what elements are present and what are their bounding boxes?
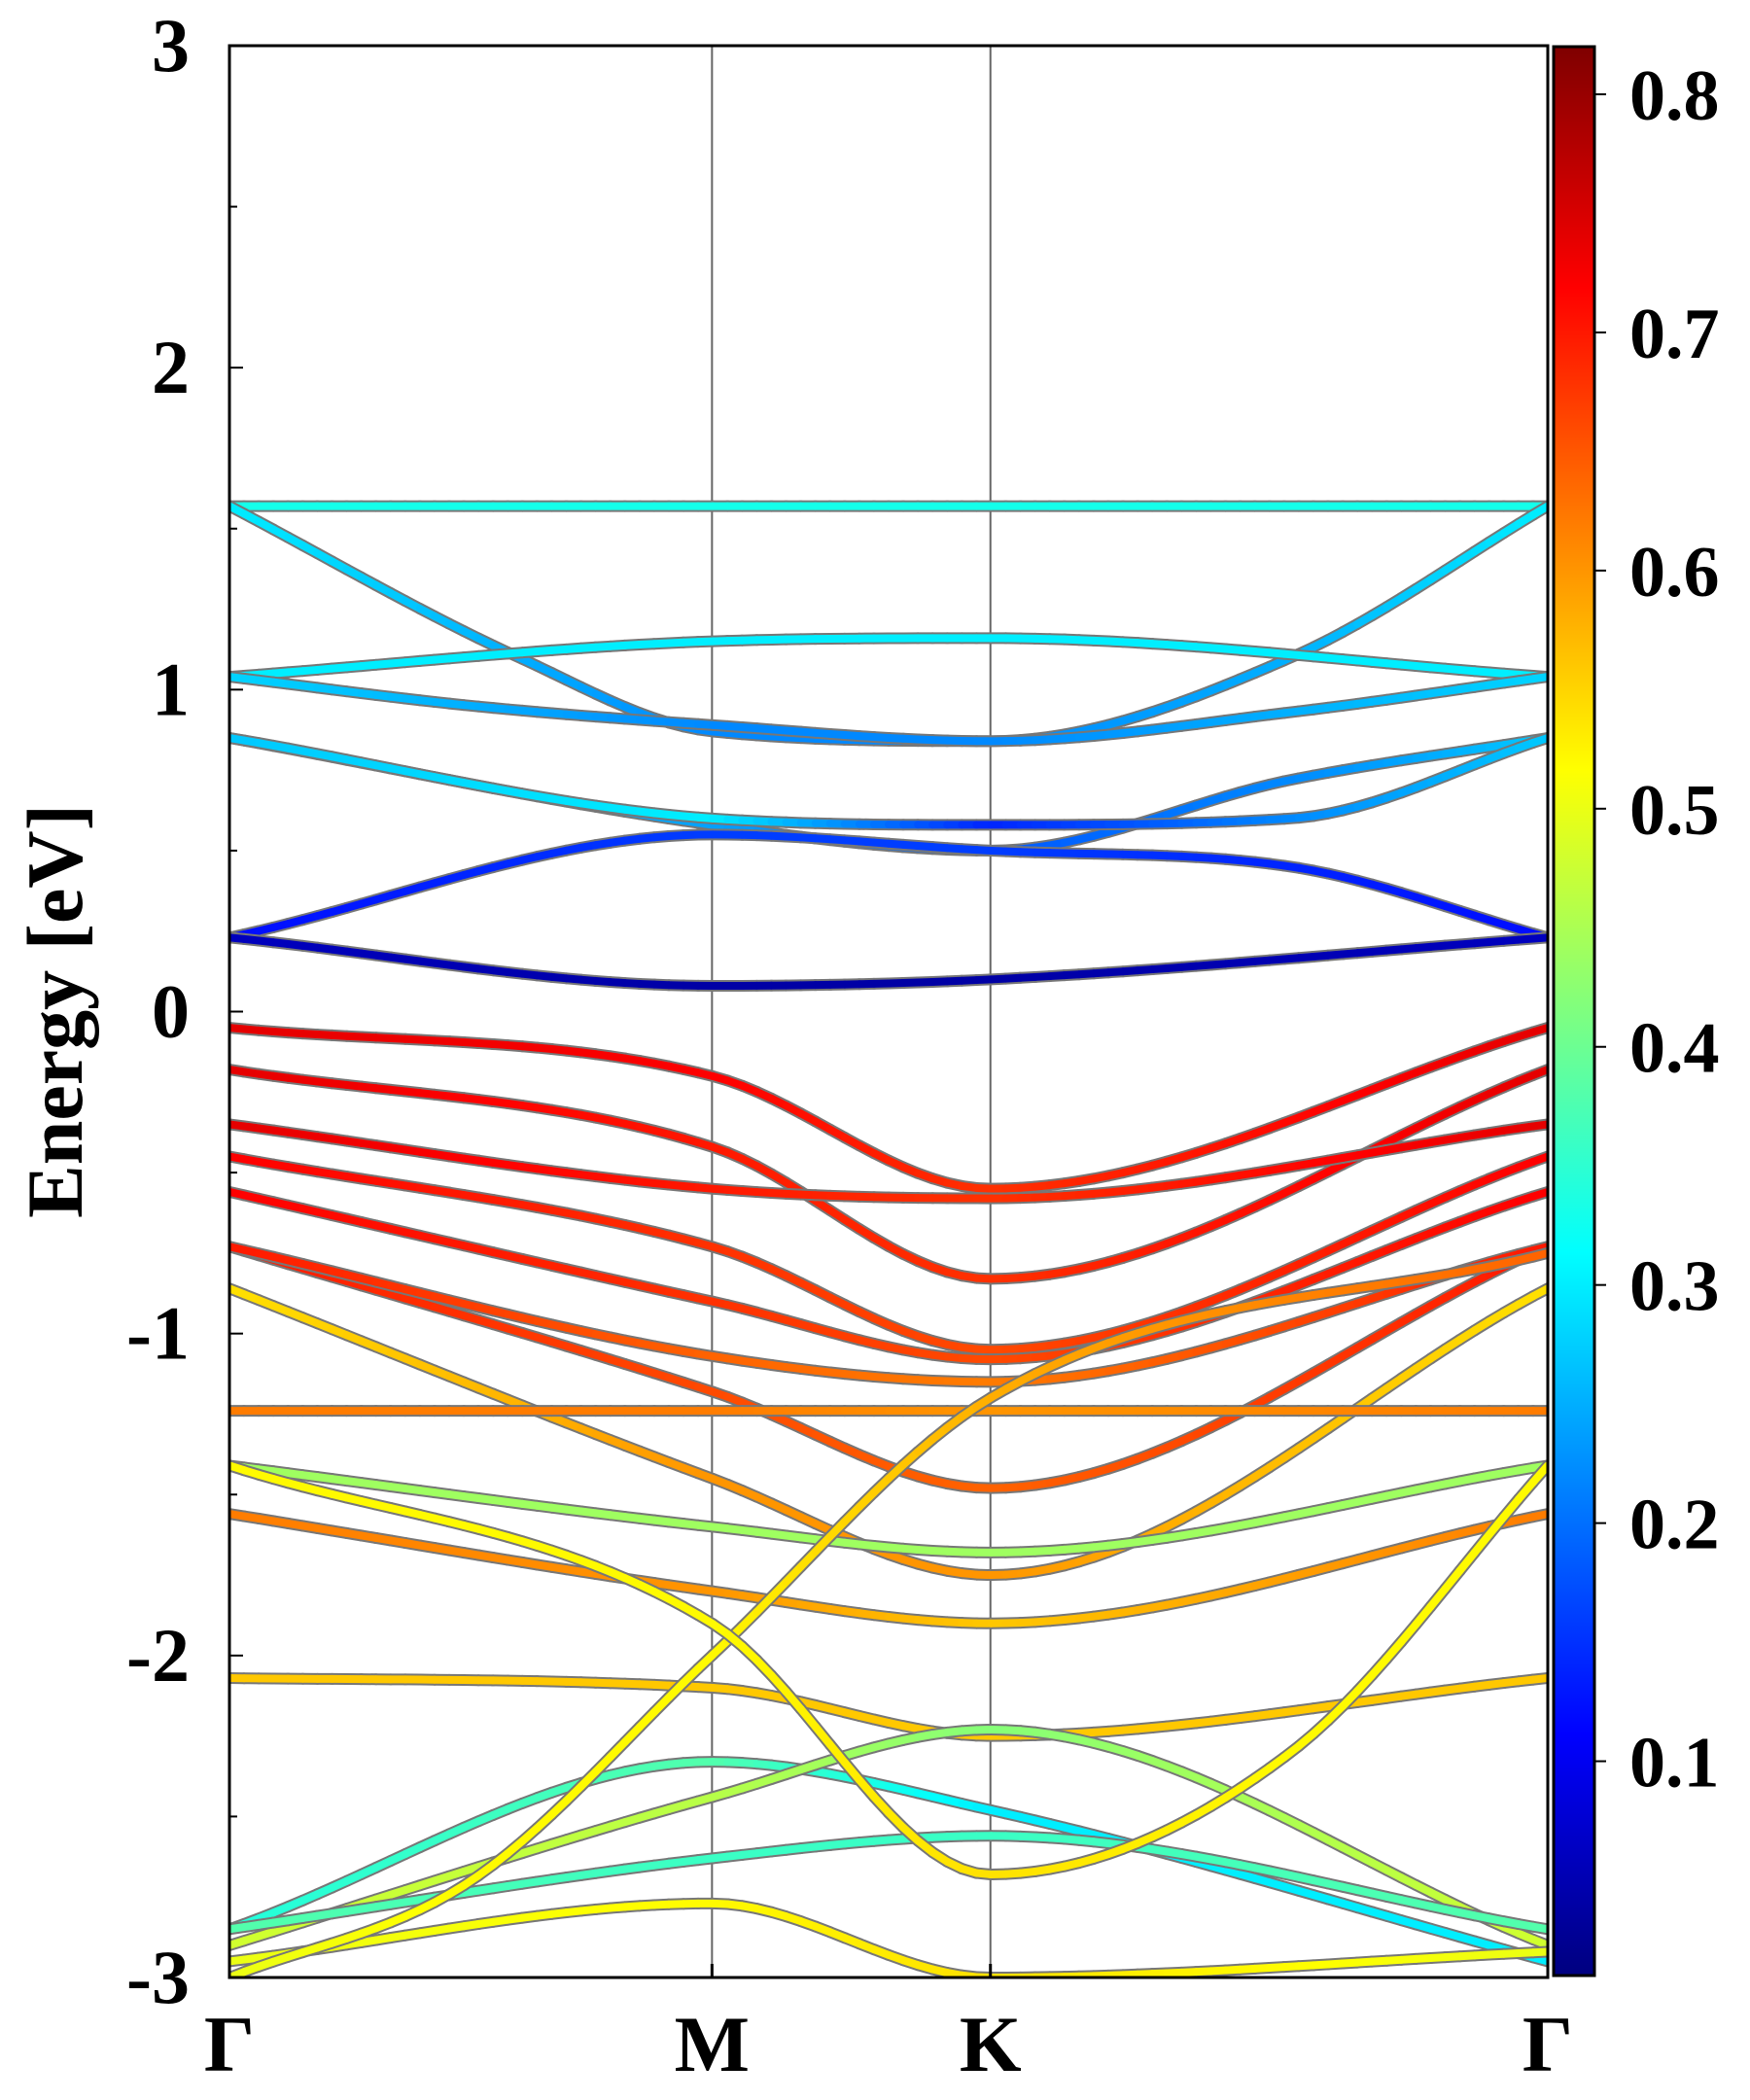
band-20-segment bbox=[1528, 1674, 1548, 1684]
colorbar-tick-label: 0.6 bbox=[1629, 533, 1720, 612]
y-tick-label: 0 bbox=[152, 969, 190, 1054]
band-9 bbox=[229, 1022, 1548, 1195]
colorbar: 0.1 0.2 0.3 0.4 0.5 0.6 0.7 0.8 bbox=[1552, 45, 1720, 1978]
band-4-segment bbox=[1528, 673, 1548, 683]
y-tick-label: 3 bbox=[152, 3, 190, 88]
band-11 bbox=[229, 1118, 1548, 1205]
band-26-segment bbox=[1528, 1461, 1548, 1487]
x-tick-label: K bbox=[960, 2000, 1022, 2088]
band-18 bbox=[229, 1459, 1548, 1558]
band-19-segment bbox=[1528, 1510, 1548, 1522]
colorbar-tick-label: 0.8 bbox=[1629, 56, 1720, 136]
colorbar-tick-label: 0.2 bbox=[1629, 1486, 1720, 1565]
band-6 bbox=[229, 732, 1548, 831]
y-tick-label: -1 bbox=[126, 1291, 190, 1376]
band-16 bbox=[229, 1282, 1548, 1582]
band-7 bbox=[229, 828, 1548, 944]
band-19 bbox=[229, 1508, 1548, 1629]
plot-frame bbox=[228, 44, 1550, 1979]
colorbar-tick-label: 0.1 bbox=[1629, 1724, 1720, 1803]
band-6-segment bbox=[1528, 734, 1548, 747]
y-tick-label: -3 bbox=[126, 1935, 190, 2019]
band-13 bbox=[229, 1185, 1548, 1366]
colorbar-tick-label: 0.3 bbox=[1629, 1247, 1720, 1327]
band-2-segment bbox=[1528, 502, 1548, 519]
band-3 bbox=[229, 632, 1548, 683]
y-tick-label: 1 bbox=[152, 647, 190, 731]
colorbar-tick-label: 0.4 bbox=[1629, 1009, 1720, 1089]
colorbar-tick-label: 0.5 bbox=[1629, 771, 1720, 851]
band-24 bbox=[229, 1897, 1548, 1978]
band-20 bbox=[229, 1672, 1548, 1742]
x-tick-label: Γ bbox=[204, 2000, 255, 2088]
y-axis-label: Energy [eV] bbox=[11, 804, 99, 1218]
band-lines bbox=[229, 500, 1548, 1978]
band-5 bbox=[229, 732, 1548, 857]
band-21 bbox=[229, 1756, 1548, 1968]
band-9-segment bbox=[1528, 1024, 1548, 1036]
y-tick-label: -2 bbox=[126, 1613, 190, 1698]
band-11-segment bbox=[1528, 1120, 1548, 1131]
band-16-segment bbox=[1528, 1284, 1548, 1301]
band-26 bbox=[229, 1459, 1548, 1881]
y-tick-label: 2 bbox=[152, 325, 190, 409]
band-15-segment bbox=[1528, 1242, 1548, 1255]
y-axis-ticks: 3 2 1 0 -1 -2 -3 bbox=[126, 3, 243, 2019]
band-13-segment bbox=[1528, 1187, 1548, 1201]
colorbar-tick-label: 0.7 bbox=[1629, 295, 1720, 374]
band-22 bbox=[229, 1724, 1548, 1951]
band-15 bbox=[229, 1241, 1548, 1388]
colorbar-gradient bbox=[1552, 45, 1596, 1978]
x-tick-label: Γ bbox=[1522, 2000, 1573, 2088]
band-25 bbox=[229, 1246, 1548, 1978]
band-14 bbox=[229, 1241, 1548, 1494]
band-8-segment bbox=[1528, 933, 1548, 943]
band-12 bbox=[229, 1150, 1548, 1356]
band-8 bbox=[229, 931, 1548, 993]
band-12-segment bbox=[1528, 1152, 1548, 1166]
band-4 bbox=[229, 671, 1548, 748]
band-24-segment bbox=[1528, 1947, 1548, 1957]
band-22-segment bbox=[1528, 1935, 1548, 1949]
x-tick-label: M bbox=[675, 2000, 750, 2088]
band-25-segment bbox=[1528, 1248, 1548, 1261]
band-10 bbox=[229, 1064, 1548, 1285]
band-23-segment bbox=[1528, 1922, 1548, 1934]
colorbar-ticks: 0.1 0.2 0.3 0.4 0.5 0.6 0.7 0.8 bbox=[1594, 56, 1720, 1803]
band-10-segment bbox=[1528, 1066, 1548, 1079]
